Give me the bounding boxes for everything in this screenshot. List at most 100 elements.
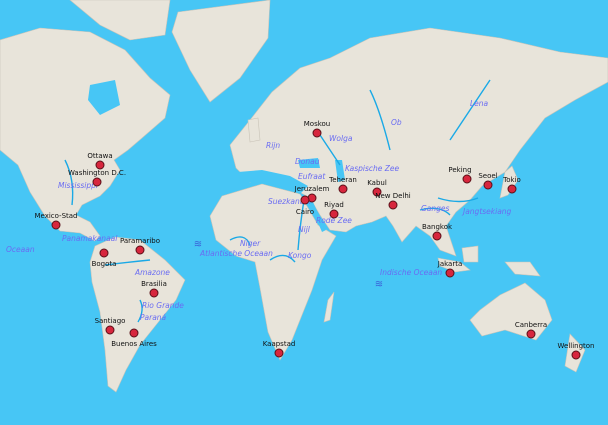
city-marker[interactable]: Teheran <box>328 176 357 194</box>
city-dot[interactable] <box>99 248 109 258</box>
water-label: Lena <box>470 99 489 108</box>
city-marker[interactable]: Canberra <box>515 321 547 339</box>
water-label: Suezkanaal <box>268 197 312 206</box>
water-label: Amazone <box>134 268 170 277</box>
greenland <box>171 0 271 103</box>
city-dot[interactable] <box>526 329 536 339</box>
city-label: Cairo <box>296 208 314 216</box>
black-sea <box>298 158 320 168</box>
cities: Ottawa Washington D.C. Mexico-Stad Bogota Pa… <box>34 120 595 360</box>
water-labels: Mississippi Panamakanaal Amazone Rio Grande… <box>6 99 512 322</box>
city-marker[interactable]: Washington D.C. <box>68 169 126 187</box>
city-label: Santiago <box>95 317 126 325</box>
water-label: Rode Zee <box>316 216 352 225</box>
water-label: Niger <box>240 239 261 248</box>
city-dot[interactable] <box>274 348 284 358</box>
city-dot[interactable] <box>149 288 159 298</box>
city-dot[interactable] <box>95 160 105 170</box>
city-label: Mexico-Stad <box>34 212 77 220</box>
city-label: Seoel <box>478 172 497 180</box>
city-dot[interactable] <box>388 200 398 210</box>
water-label: Rio Grande <box>142 301 184 310</box>
city-label: Washington D.C. <box>68 169 126 177</box>
water-label: Mississippi <box>58 181 99 190</box>
city-dot[interactable] <box>483 180 493 190</box>
city-marker[interactable]: Wellington <box>558 342 595 360</box>
city-dot[interactable] <box>312 128 322 138</box>
city-marker[interactable]: Tokio <box>502 176 521 194</box>
city-marker[interactable]: Cairo <box>296 195 314 216</box>
city-label: Tokio <box>502 176 521 184</box>
city-label: Teheran <box>328 176 357 184</box>
indonesia <box>437 257 471 273</box>
city-dot[interactable] <box>462 174 472 184</box>
city-dot[interactable] <box>105 325 115 335</box>
city-dot[interactable] <box>51 220 61 230</box>
city-marker[interactable]: Bangkok <box>422 223 453 241</box>
water-label: Ob <box>391 118 402 127</box>
city-label: Kaapstad <box>263 340 296 348</box>
madagascar <box>323 291 335 323</box>
city-marker[interactable]: Brasilia <box>141 280 167 298</box>
city-marker[interactable]: Seoel <box>478 172 498 190</box>
city-marker[interactable]: Paramaribo <box>120 237 160 255</box>
water-label: Paraná <box>140 313 167 322</box>
city-marker[interactable]: Mexico-Stad <box>34 212 78 230</box>
city-label: Brasilia <box>141 280 167 288</box>
city-label: Riyad <box>324 201 344 209</box>
water-label: Atlantische Oceaan <box>199 249 273 258</box>
hudson-bay <box>88 80 120 115</box>
city-marker[interactable]: Moskou <box>304 120 331 138</box>
city-label: Bangkok <box>422 223 453 231</box>
city-marker[interactable]: Buenos Aires <box>111 328 157 348</box>
city-label: Kabul <box>367 179 387 187</box>
red-sea <box>308 200 326 232</box>
city-dot[interactable] <box>372 187 382 197</box>
city-dot[interactable] <box>571 350 581 360</box>
north-america <box>0 27 171 242</box>
city-label: Jakarta <box>437 260 463 268</box>
city-dot[interactable] <box>92 177 102 187</box>
city-dot[interactable] <box>329 209 339 219</box>
city-marker[interactable]: Kaapstad <box>263 340 296 358</box>
city-dot[interactable] <box>135 245 145 255</box>
city-dot[interactable] <box>445 268 455 278</box>
borneo <box>461 245 479 263</box>
city-label: New Delhi <box>375 192 411 200</box>
city-dot[interactable] <box>338 184 348 194</box>
city-marker[interactable]: Peking <box>448 166 472 184</box>
city-marker[interactable]: Ottawa <box>87 152 113 170</box>
south-america <box>89 236 186 393</box>
city-label: Buenos Aires <box>111 340 157 348</box>
city-label: Paramaribo <box>120 237 160 245</box>
city-label: Canberra <box>515 321 547 329</box>
water-label: Jangtsekiang <box>461 207 512 216</box>
city-marker[interactable]: Kabul <box>367 179 387 197</box>
water-label: Rijn <box>266 141 280 150</box>
city-dot[interactable] <box>300 195 310 205</box>
water-label: Nijl <box>298 225 311 234</box>
city-marker[interactable]: New Delhi <box>375 192 411 210</box>
city-marker[interactable]: Santiago <box>95 317 126 335</box>
city-label: Moskou <box>304 120 331 128</box>
city-label: Wellington <box>558 342 595 350</box>
water-label: Oceaan <box>6 245 35 254</box>
city-label: Jeruzalem <box>294 185 330 193</box>
water-label: Kaspische Zee <box>345 164 400 173</box>
city-dot[interactable] <box>507 184 517 194</box>
waves-icon: ≋ <box>194 239 202 250</box>
city-dot[interactable] <box>432 231 442 241</box>
city-marker[interactable]: Riyad <box>324 201 344 219</box>
city-marker[interactable]: Bogota <box>92 248 117 268</box>
city-dot[interactable] <box>129 328 139 338</box>
water-label: Eufraat <box>298 172 326 181</box>
city-label: Bogota <box>92 260 117 268</box>
caspian-sea <box>335 160 345 182</box>
city-marker[interactable]: Jeruzalem <box>294 185 330 203</box>
city-marker[interactable]: Jakarta <box>437 260 463 278</box>
city-label: Peking <box>448 166 471 174</box>
water-label: Wolga <box>329 134 353 143</box>
water-label: Kongo <box>288 251 312 260</box>
